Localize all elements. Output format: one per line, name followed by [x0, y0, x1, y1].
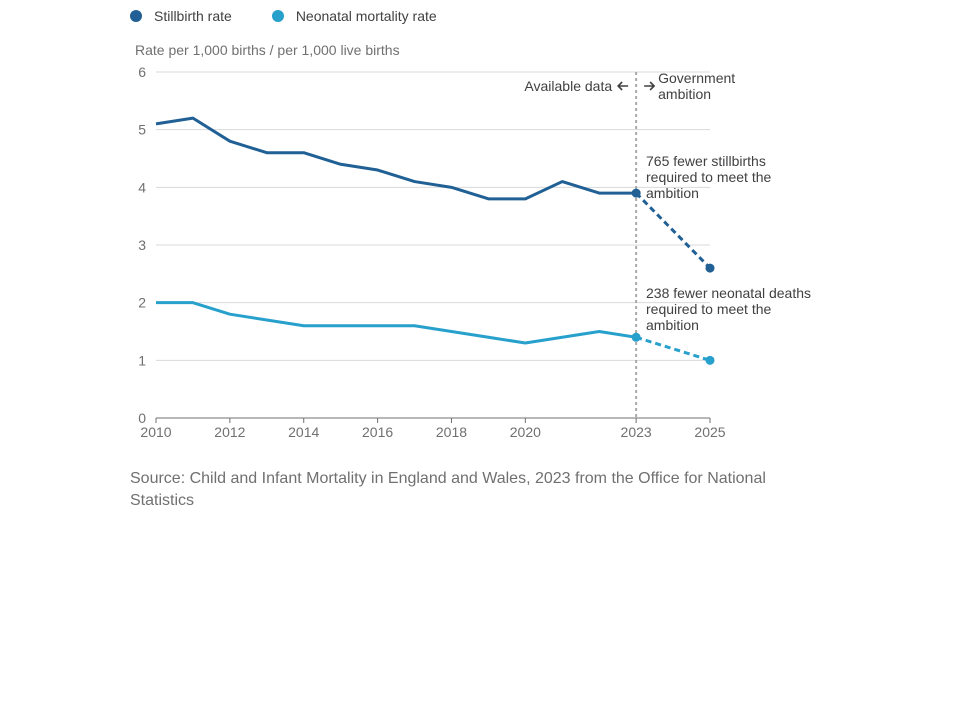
annotation-stillbirth-line-2: required to meet the [646, 169, 772, 185]
x-tick-label-2023: 2023 [621, 424, 652, 440]
y-axis-title: Rate per 1,000 births / per 1,000 live b… [135, 42, 400, 58]
legend-swatch-stillbirth [130, 10, 142, 22]
y-tick-label-3: 3 [138, 237, 146, 253]
point-stillbirth-2023 [631, 188, 641, 198]
x-tick-label-2010: 2010 [140, 424, 171, 440]
annotation-neonatal-line-3: ambition [646, 317, 699, 333]
annotation-neonatal-line-2: required to meet the [646, 301, 772, 317]
annotation-stillbirth-line-3: ambition [646, 185, 699, 201]
x-tick-label-2020: 2020 [510, 424, 541, 440]
annotation-neonatal-line-1: 238 fewer neonatal deaths [646, 285, 811, 301]
projection-line-neonatal [635, 335, 711, 362]
arrow-right-icon [644, 81, 656, 91]
x-tick-label-2012: 2012 [214, 424, 245, 440]
series-line-neonatal [156, 301, 637, 345]
annotation-ambition: ambition [658, 86, 711, 102]
chart-legend: Stillbirth rate Neonatal mortality rate [130, 8, 477, 24]
legend-swatch-neonatal [271, 10, 284, 22]
point-stillbirth-2025 [705, 263, 715, 273]
annotation-government: Government [658, 70, 735, 86]
annotation-stillbirth-line-1: 765 fewer stillbirths [646, 153, 766, 169]
legend-item-neonatal: Neonatal mortality rate [271, 8, 437, 24]
annotation-available-data: Available data [524, 78, 612, 94]
legend-item-stillbirth: Stillbirth rate [130, 8, 232, 24]
y-tick-label-0: 0 [138, 410, 146, 426]
y-tick-label-1: 1 [138, 352, 146, 368]
x-tick-label-2016: 2016 [362, 424, 393, 440]
y-tick-label-4: 4 [138, 179, 146, 195]
legend-label-neonatal: Neonatal mortality rate [295, 8, 437, 24]
x-tick-label-2014: 2014 [288, 424, 319, 440]
source-note: Source: Child and Infant Mortality in En… [130, 470, 766, 509]
y-tick-label-2: 2 [138, 295, 146, 311]
y-tick-label-6: 6 [138, 64, 146, 80]
legend-label-stillbirth: Stillbirth rate [154, 8, 232, 24]
projection-line-stillbirth [635, 192, 712, 270]
x-tick-label-2018: 2018 [436, 424, 467, 440]
arrow-left-icon [617, 81, 629, 91]
point-neonatal-2025 [705, 355, 715, 365]
x-tick-label-2025: 2025 [694, 424, 725, 440]
y-tick-label-5: 5 [138, 122, 146, 138]
series-line-stillbirth [155, 116, 637, 201]
line-chart: 0 1 2 3 4 5 6 2010 2012 2014 2016 2018 2020 2023 2025 A… [138, 64, 811, 440]
point-neonatal-2023 [631, 332, 641, 342]
